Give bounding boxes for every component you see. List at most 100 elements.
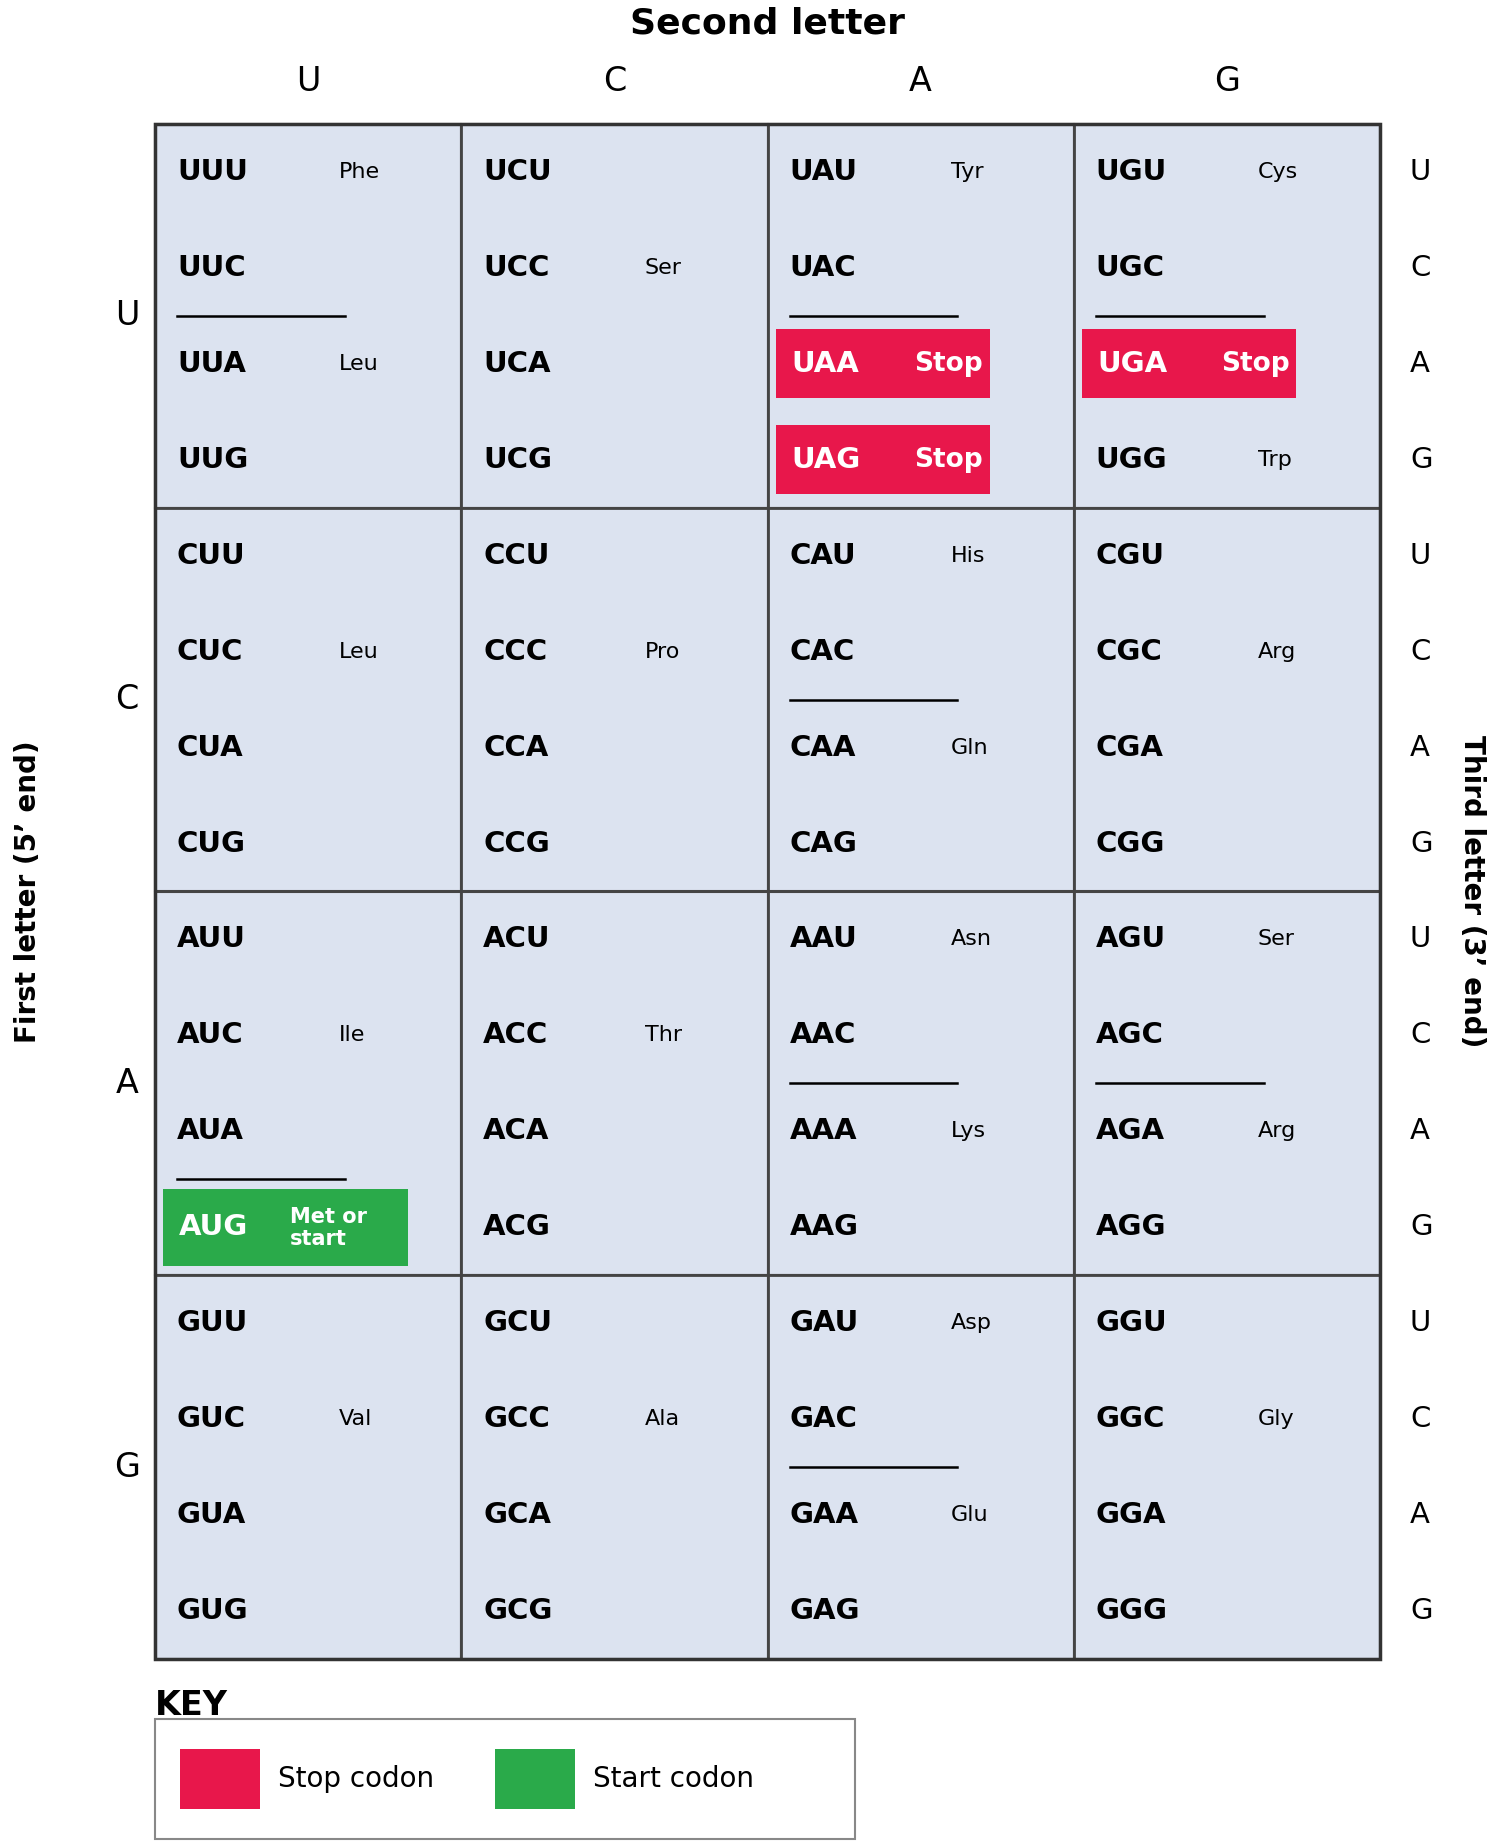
Bar: [1074, 124, 1380, 507]
Text: UUG: UUG: [176, 446, 248, 474]
Text: CGU: CGU: [1095, 542, 1165, 570]
Text: AAC: AAC: [789, 1022, 856, 1049]
Text: A: A: [1410, 350, 1430, 378]
Text: G: G: [1410, 1597, 1433, 1625]
Text: G: G: [1410, 1213, 1433, 1241]
Bar: [1074, 1276, 1380, 1660]
Text: Asp: Asp: [952, 1313, 992, 1333]
Bar: [1082, 330, 1297, 398]
Text: CCU: CCU: [483, 542, 550, 570]
Text: AUG: AUG: [179, 1213, 248, 1241]
Text: Stop: Stop: [1221, 350, 1289, 376]
Text: Met or: Met or: [290, 1208, 366, 1228]
Text: U: U: [115, 299, 139, 332]
Text: GUC: GUC: [176, 1405, 247, 1433]
Text: GUG: GUG: [176, 1597, 248, 1625]
Text: AAU: AAU: [789, 926, 858, 953]
Text: CCC: CCC: [483, 638, 547, 666]
Text: Ser: Ser: [1258, 929, 1294, 950]
Text: A: A: [115, 1068, 139, 1099]
Bar: [462, 124, 768, 507]
Text: Tyr: Tyr: [952, 162, 985, 183]
Text: AAG: AAG: [789, 1213, 859, 1241]
Text: UCA: UCA: [483, 350, 551, 378]
Text: CAG: CAG: [789, 830, 858, 857]
Bar: [775, 426, 991, 494]
Text: ACU: ACU: [483, 926, 551, 953]
Text: UCC: UCC: [483, 254, 550, 282]
Text: Pro: Pro: [645, 642, 680, 662]
Text: G: G: [114, 1451, 140, 1484]
Text: Stop: Stop: [914, 446, 983, 472]
Text: UUC: UUC: [176, 254, 245, 282]
Bar: [155, 124, 462, 507]
Text: U: U: [296, 66, 320, 98]
Text: Start codon: Start codon: [593, 1765, 754, 1792]
Text: A: A: [910, 66, 932, 98]
Text: UAA: UAA: [792, 350, 859, 378]
Bar: [775, 330, 991, 398]
Text: CUU: CUU: [176, 542, 245, 570]
Text: UAU: UAU: [789, 159, 858, 186]
Bar: [768, 891, 1074, 1276]
Text: Phe: Phe: [339, 162, 379, 183]
Text: ACC: ACC: [483, 1022, 548, 1049]
Text: C: C: [1410, 254, 1430, 282]
Text: KEY: KEY: [155, 1689, 229, 1722]
Text: AGG: AGG: [1095, 1213, 1167, 1241]
Text: UUU: UUU: [176, 159, 248, 186]
Text: GUA: GUA: [176, 1501, 247, 1529]
Bar: [163, 1189, 408, 1265]
Text: G: G: [1410, 830, 1433, 857]
Text: GCU: GCU: [483, 1309, 553, 1337]
Text: Gly: Gly: [1258, 1409, 1294, 1429]
Text: G: G: [1410, 446, 1433, 474]
Text: CUC: CUC: [176, 638, 244, 666]
Text: First letter (5’ end): First letter (5’ end): [13, 739, 42, 1044]
Text: C: C: [115, 682, 139, 715]
Text: UGA: UGA: [1098, 350, 1168, 378]
Bar: [768, 124, 1074, 507]
Text: Arg: Arg: [1258, 642, 1295, 662]
Text: CUA: CUA: [176, 734, 244, 762]
Bar: [179, 1748, 260, 1809]
Text: Arg: Arg: [1258, 1121, 1295, 1141]
Text: U: U: [1410, 159, 1431, 186]
Text: Asn: Asn: [952, 929, 992, 950]
Text: Gln: Gln: [952, 738, 989, 758]
Text: Val: Val: [339, 1409, 372, 1429]
Text: ACA: ACA: [483, 1117, 550, 1145]
Text: Cys: Cys: [1258, 162, 1298, 183]
Bar: [155, 507, 462, 891]
Text: GAG: GAG: [789, 1597, 861, 1625]
Text: AGU: AGU: [1095, 926, 1165, 953]
Text: AGA: AGA: [1095, 1117, 1165, 1145]
Text: GCC: GCC: [483, 1405, 550, 1433]
Text: A: A: [1410, 734, 1430, 762]
Text: UGU: UGU: [1095, 159, 1167, 186]
Text: GCA: GCA: [483, 1501, 551, 1529]
Text: AAA: AAA: [789, 1117, 858, 1145]
Text: C: C: [1410, 638, 1430, 666]
Text: CGC: CGC: [1095, 638, 1162, 666]
Text: U: U: [1410, 1309, 1431, 1337]
Text: CAA: CAA: [789, 734, 856, 762]
Text: CCA: CCA: [483, 734, 548, 762]
Text: Ile: Ile: [339, 1025, 365, 1046]
Text: AGC: AGC: [1095, 1022, 1164, 1049]
Text: Stop codon: Stop codon: [278, 1765, 435, 1792]
Text: AUU: AUU: [176, 926, 247, 953]
Text: Trp: Trp: [1258, 450, 1291, 470]
Text: start: start: [290, 1230, 347, 1248]
Text: ACG: ACG: [483, 1213, 551, 1241]
Bar: [155, 891, 462, 1276]
Text: UUA: UUA: [176, 350, 247, 378]
Text: UCU: UCU: [483, 159, 551, 186]
Text: CAC: CAC: [789, 638, 855, 666]
Text: U: U: [1410, 926, 1431, 953]
Text: CGA: CGA: [1095, 734, 1164, 762]
Text: Thr: Thr: [645, 1025, 683, 1046]
Text: UCG: UCG: [483, 446, 553, 474]
Text: C: C: [602, 66, 626, 98]
Text: U: U: [1410, 542, 1431, 570]
